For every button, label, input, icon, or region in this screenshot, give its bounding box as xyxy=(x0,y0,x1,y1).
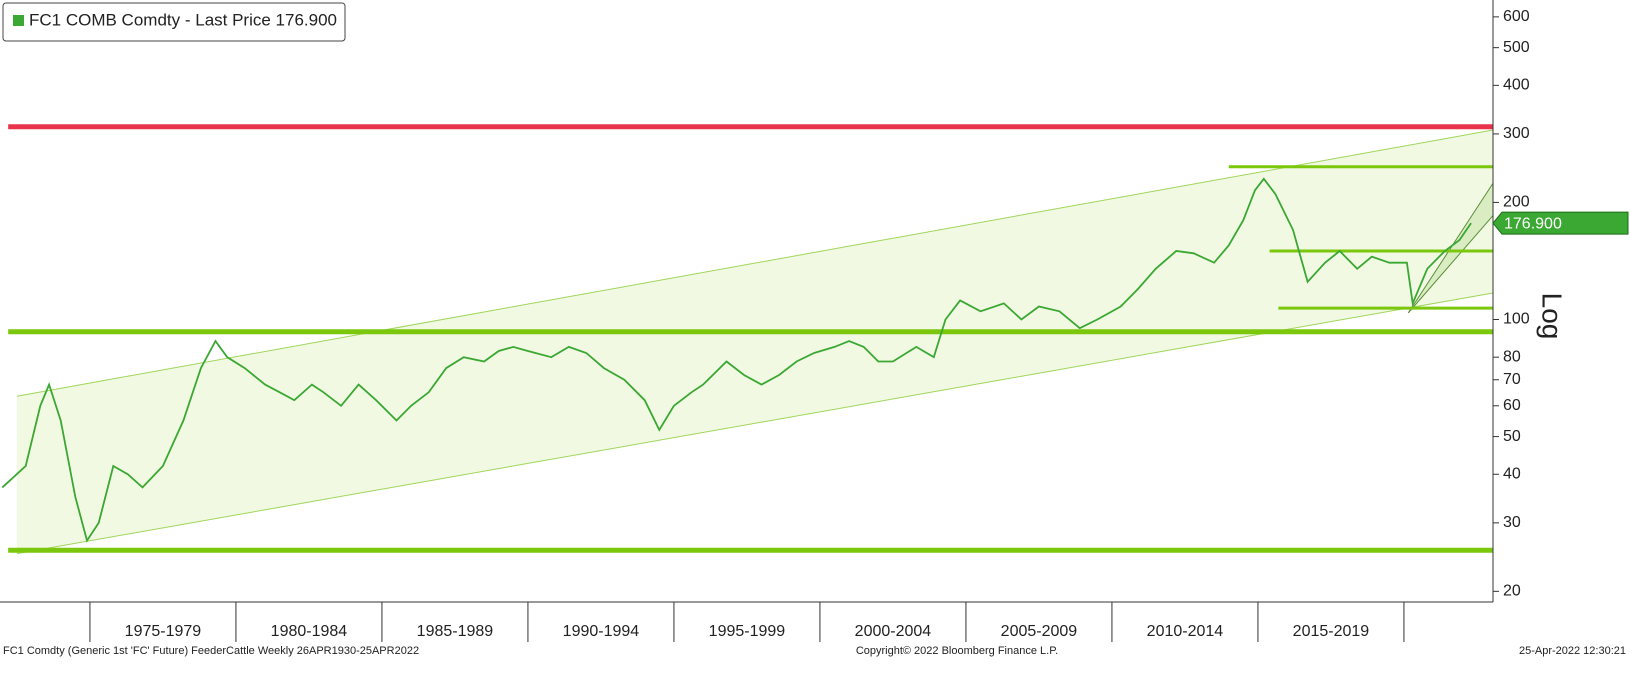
x-tick-label: 1975-1979 xyxy=(125,623,202,640)
y-tick-label: 500 xyxy=(1503,39,1530,56)
y-tick-label: 30 xyxy=(1503,514,1521,531)
channel-line xyxy=(1407,183,1494,314)
price-tag xyxy=(1492,211,1629,235)
y-tick-label: 400 xyxy=(1503,77,1530,94)
legend-box xyxy=(2,2,346,42)
y-tick-label: 70 xyxy=(1503,371,1521,388)
y-tick-label: 20 xyxy=(1503,583,1521,600)
price-line xyxy=(1,177,1472,543)
channel-line xyxy=(1407,215,1494,314)
channel-line xyxy=(16,129,1494,397)
y-tick-label: 80 xyxy=(1503,348,1521,365)
footer-left: FC1 Comdty (Generic 1st 'FC' Future) Fee… xyxy=(3,645,419,657)
y-tick-label: 300 xyxy=(1503,125,1530,142)
x-tick-label: 1990-1994 xyxy=(563,623,640,640)
x-tick-label: 1995-1999 xyxy=(709,623,786,640)
y-tick-label: 600 xyxy=(1503,8,1530,25)
chart-title: FC1 COMB Comdty - Last Price 176.900 xyxy=(29,10,337,29)
x-tick-label: 2015-2019 xyxy=(1293,623,1370,640)
axis-label: Log xyxy=(1537,293,1568,340)
channel-line xyxy=(16,292,1494,555)
x-tick-label: 2000-2004 xyxy=(855,623,932,640)
footer-center: Copyright© 2022 Bloomberg Finance L.P. xyxy=(856,645,1058,657)
x-tick-label: 2005-2009 xyxy=(1001,623,1078,640)
y-tick-label: 40 xyxy=(1503,465,1521,482)
channel-fill xyxy=(16,130,1494,554)
x-tick-label: 1980-1984 xyxy=(271,623,348,640)
footer-right: 25-Apr-2022 12:30:21 xyxy=(1519,645,1626,657)
x-tick-label: 1985-1989 xyxy=(417,623,494,640)
y-tick-label: 60 xyxy=(1503,397,1521,414)
y-tick-label: 200 xyxy=(1503,194,1530,211)
x-tick-label: 2010-2014 xyxy=(1147,623,1224,640)
y-tick-label: 50 xyxy=(1503,428,1521,445)
price-tag-label: 176.900 xyxy=(1504,215,1562,232)
y-tick-label: 100 xyxy=(1503,311,1530,328)
legend-swatch xyxy=(13,15,24,26)
